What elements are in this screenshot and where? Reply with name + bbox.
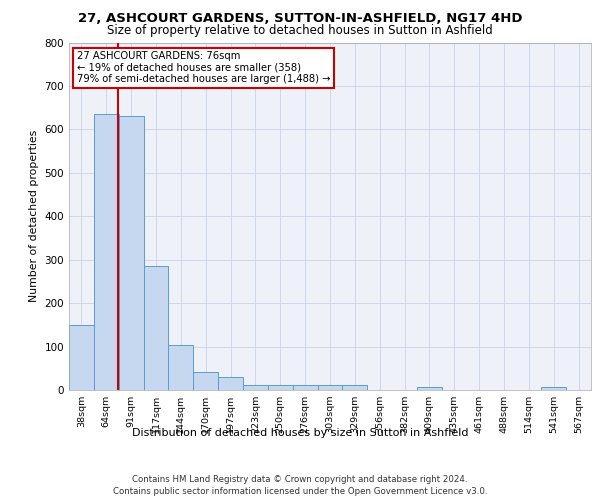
Bar <box>317 385 343 390</box>
Text: 27 ASHCOURT GARDENS: 76sqm
← 19% of detached houses are smaller (358)
79% of sem: 27 ASHCOURT GARDENS: 76sqm ← 19% of deta… <box>77 51 331 84</box>
Text: Size of property relative to detached houses in Sutton in Ashfield: Size of property relative to detached ho… <box>107 24 493 37</box>
Y-axis label: Number of detached properties: Number of detached properties <box>29 130 39 302</box>
Bar <box>119 116 143 390</box>
Text: Contains HM Land Registry data © Crown copyright and database right 2024.
Contai: Contains HM Land Registry data © Crown c… <box>113 475 487 496</box>
Bar <box>193 372 218 390</box>
Bar <box>143 266 169 390</box>
Bar <box>541 386 566 390</box>
Bar <box>417 386 442 390</box>
Bar <box>69 325 94 390</box>
Text: 27, ASHCOURT GARDENS, SUTTON-IN-ASHFIELD, NG17 4HD: 27, ASHCOURT GARDENS, SUTTON-IN-ASHFIELD… <box>78 12 522 26</box>
Bar <box>218 378 243 390</box>
Bar <box>243 385 268 390</box>
Text: Distribution of detached houses by size in Sutton in Ashfield: Distribution of detached houses by size … <box>132 428 468 438</box>
Bar <box>343 385 367 390</box>
Bar <box>293 385 317 390</box>
Bar <box>94 114 119 390</box>
Bar <box>268 385 293 390</box>
Bar <box>169 346 193 390</box>
